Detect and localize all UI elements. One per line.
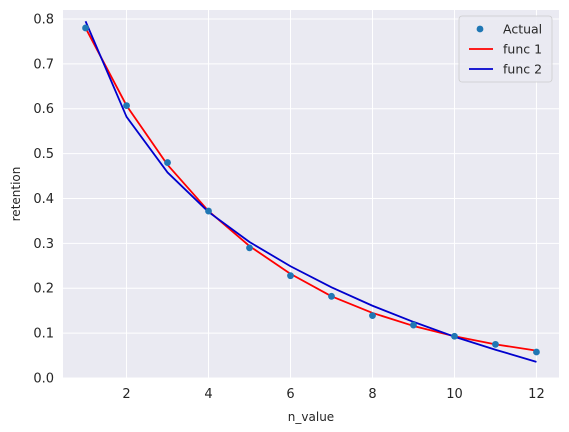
actual-point xyxy=(451,332,458,340)
legend-label: Actual xyxy=(503,22,542,37)
x-tick-label: 4 xyxy=(204,387,212,402)
y-tick-label: 0.6 xyxy=(33,102,54,117)
y-tick-label: 0.1 xyxy=(33,327,54,342)
actual-point xyxy=(205,207,212,215)
actual-point xyxy=(82,24,89,32)
legend: Actual func 1 func 2 xyxy=(458,15,553,83)
x-tick-label: 10 xyxy=(446,387,463,402)
y-tick-label: 0.5 xyxy=(33,147,54,162)
legend-label: func 1 xyxy=(503,42,542,57)
y-tick-label: 0.2 xyxy=(33,282,54,297)
y-tick-label: 0.4 xyxy=(33,192,54,207)
y-axis-label: retention xyxy=(9,167,23,222)
legend-marker-actual xyxy=(476,25,484,33)
series-line-func-1 xyxy=(84,27,537,352)
y-tick-label: 0.0 xyxy=(33,372,54,387)
legend-label: func 2 xyxy=(503,62,542,77)
x-tick-label: 8 xyxy=(368,387,376,402)
x-axis-label: n_value xyxy=(288,410,334,424)
actual-point xyxy=(369,312,376,320)
y-tick-label: 0.8 xyxy=(33,12,54,27)
tick-labels: 2 4 6 8 10 12 0.0 0.1 0.2 0.3 0.4 0.5 0.6 0.7 0.8 xyxy=(33,12,544,402)
x-tick-label: 2 xyxy=(122,387,130,402)
grid xyxy=(63,10,559,379)
x-tick-label: 6 xyxy=(286,387,294,402)
y-tick-label: 0.3 xyxy=(33,237,54,252)
actual-point xyxy=(328,292,335,300)
actual-point xyxy=(123,102,130,109)
actual-point xyxy=(164,159,171,166)
x-tick-label: 12 xyxy=(528,387,545,402)
actual-point xyxy=(246,244,253,252)
actual-point xyxy=(287,272,294,280)
legend-box xyxy=(458,15,553,83)
actual-point xyxy=(492,340,499,348)
series-layer xyxy=(82,20,540,363)
y-tick-label: 0.7 xyxy=(33,57,54,72)
actual-point xyxy=(533,348,540,356)
actual-point xyxy=(410,321,417,329)
series-line-func-2 xyxy=(84,20,537,363)
